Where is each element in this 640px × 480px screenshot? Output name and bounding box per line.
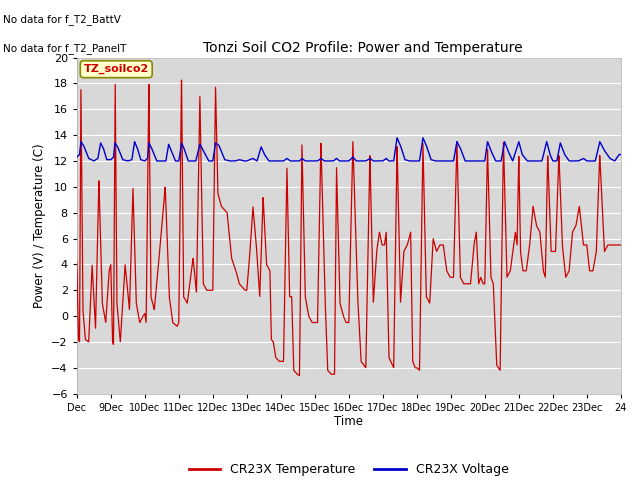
Text: Tonzi Soil CO2 Profile: Power and Temperature: Tonzi Soil CO2 Profile: Power and Temper… — [204, 41, 523, 55]
Y-axis label: Power (V) / Temperature (C): Power (V) / Temperature (C) — [33, 144, 45, 308]
Text: TZ_soilco2: TZ_soilco2 — [84, 64, 149, 74]
X-axis label: Time: Time — [334, 415, 364, 429]
Text: No data for f_T2_BattV: No data for f_T2_BattV — [3, 14, 121, 25]
Legend: CR23X Temperature, CR23X Voltage: CR23X Temperature, CR23X Voltage — [184, 458, 513, 480]
Text: No data for f_T2_PanelT: No data for f_T2_PanelT — [3, 43, 127, 54]
